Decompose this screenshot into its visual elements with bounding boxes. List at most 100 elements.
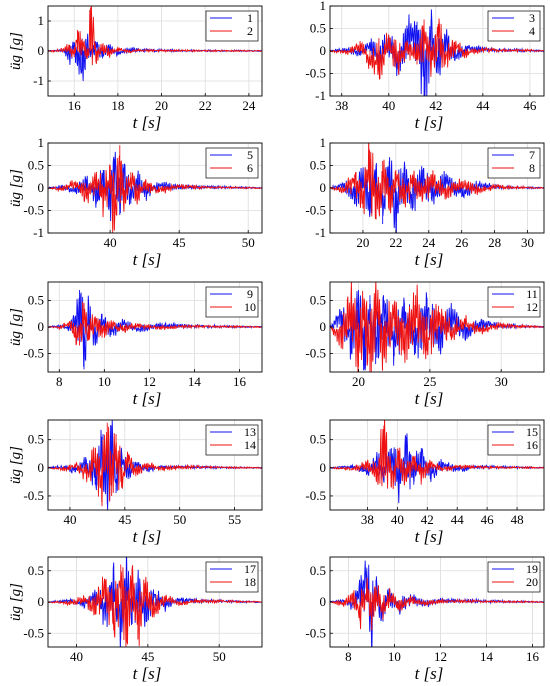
y-tick-label: -0.5 bbox=[23, 345, 44, 360]
y-tick-label: 0 bbox=[38, 319, 45, 334]
y-tick-label: 0.5 bbox=[28, 158, 44, 173]
legend-box bbox=[205, 424, 259, 456]
y-tick-label: -0.5 bbox=[305, 66, 326, 81]
x-tick-label: 25 bbox=[423, 374, 436, 389]
x-tick-label: 40 bbox=[63, 512, 76, 527]
x-tick-label: 55 bbox=[228, 512, 241, 527]
y-tick-label: -0.5 bbox=[23, 488, 44, 503]
x-tick-label: 46 bbox=[481, 512, 495, 527]
legend-entry: 2 bbox=[247, 24, 253, 38]
x-tick-label: 18 bbox=[111, 98, 124, 113]
legend-entry: 17 bbox=[244, 562, 256, 576]
series-14-line bbox=[48, 426, 262, 507]
x-tick-label: 16 bbox=[68, 98, 82, 113]
x-tick-label: 16 bbox=[233, 374, 247, 389]
x-tick-label: 8 bbox=[56, 374, 63, 389]
legend-entry: 4 bbox=[529, 24, 535, 38]
x-tick-label: 40 bbox=[70, 649, 83, 664]
chart-panel: 8 10 12 14 16-0.500.5t [s]üg [g]910 bbox=[8, 281, 263, 408]
series-18-line bbox=[48, 565, 262, 647]
x-tick-label: 40 bbox=[382, 98, 395, 113]
series-8-line bbox=[330, 143, 544, 219]
x-tick-label: 50 bbox=[213, 649, 226, 664]
y-tick-label: 0 bbox=[320, 319, 327, 334]
x-axis-label: t [s] bbox=[415, 113, 444, 132]
x-tick-label: 26 bbox=[455, 235, 469, 250]
x-axis-label: t [s] bbox=[133, 113, 162, 132]
axes-frame bbox=[329, 419, 545, 511]
legend: 34 bbox=[487, 10, 541, 42]
y-tick-label: 1 bbox=[320, 135, 327, 150]
x-tick-label: 30 bbox=[521, 235, 534, 250]
x-tick-label: 10 bbox=[98, 374, 111, 389]
x-tick-label: 50 bbox=[173, 512, 186, 527]
x-tick-label: 12 bbox=[143, 374, 156, 389]
y-tick-label: 0 bbox=[320, 594, 327, 609]
y-tick-label: 0 bbox=[320, 180, 327, 195]
legend-entry: 11 bbox=[526, 287, 538, 301]
y-axis-label: üg [g] bbox=[8, 308, 24, 346]
x-tick-label: 45 bbox=[173, 235, 186, 250]
x-tick-label: 20 bbox=[356, 235, 369, 250]
legend-entry: 12 bbox=[526, 300, 538, 314]
y-tick-label: 0.5 bbox=[28, 293, 44, 308]
y-axis-label: üg [g] bbox=[8, 446, 24, 484]
y-tick-label: -0.5 bbox=[305, 488, 326, 503]
legend: 12 bbox=[205, 10, 259, 42]
x-tick-label: 44 bbox=[451, 512, 465, 527]
x-axis-label: t [s] bbox=[133, 250, 162, 269]
x-tick-label: 10 bbox=[388, 649, 401, 664]
y-axis-label: üg [g] bbox=[8, 169, 24, 207]
x-tick-label: 48 bbox=[511, 512, 524, 527]
y-tick-label: 0 bbox=[320, 43, 327, 58]
legend-entry: 5 bbox=[247, 148, 253, 162]
x-axis-label: t [s] bbox=[133, 527, 162, 546]
x-axis-label: t [s] bbox=[415, 664, 444, 683]
y-axis-label: üg [g] bbox=[8, 32, 24, 70]
y-tick-label: 0 bbox=[38, 594, 45, 609]
chart-panel: 40 45 50 -1 -0.5 0 0.5 1 t [s] üg [g] 56 bbox=[8, 135, 263, 269]
x-tick-label: 40 bbox=[104, 235, 117, 250]
legend-entry: 14 bbox=[244, 438, 256, 452]
legend-entry: 1 bbox=[247, 11, 253, 25]
x-tick-label: 38 bbox=[361, 512, 374, 527]
legend-box bbox=[205, 286, 259, 318]
legend-entry: 18 bbox=[244, 575, 256, 589]
legend-entry: 13 bbox=[244, 425, 256, 439]
legend-box bbox=[487, 147, 541, 179]
x-tick-label: 42 bbox=[421, 512, 434, 527]
x-tick-label: 12 bbox=[434, 649, 447, 664]
y-tick-label: -1 bbox=[33, 225, 44, 240]
legend-entry: 19 bbox=[526, 562, 538, 576]
chart-panel: 20 22 24 26 28 30 -1 -0.5 0 0.5 1 t [s] 78 bbox=[305, 135, 545, 269]
x-tick-label: 20 bbox=[155, 98, 168, 113]
y-tick-label: -0.5 bbox=[23, 203, 44, 218]
y-tick-label: 0 bbox=[38, 180, 45, 195]
y-tick-label: 0 bbox=[38, 460, 45, 475]
series-2-line bbox=[48, 6, 262, 66]
y-tick-label: -1 bbox=[315, 88, 326, 103]
legend-box bbox=[487, 286, 541, 318]
x-tick-label: 20 bbox=[352, 374, 365, 389]
legend: 78 bbox=[487, 147, 541, 179]
x-tick-label: 22 bbox=[389, 235, 402, 250]
x-tick-label: 45 bbox=[141, 649, 154, 664]
x-tick-label: 28 bbox=[488, 235, 501, 250]
x-tick-label: 30 bbox=[495, 374, 508, 389]
legend-entry: 9 bbox=[247, 287, 253, 301]
y-tick-label: 0 bbox=[320, 460, 327, 475]
legend-box bbox=[487, 424, 541, 456]
x-tick-label: 42 bbox=[429, 98, 442, 113]
x-axis-label: t [s] bbox=[133, 389, 162, 408]
legend-box bbox=[205, 561, 259, 593]
y-tick-label: 0.5 bbox=[28, 432, 44, 447]
y-axis-label: üg [g] bbox=[8, 583, 24, 621]
y-tick-label: 1 bbox=[320, 0, 327, 13]
